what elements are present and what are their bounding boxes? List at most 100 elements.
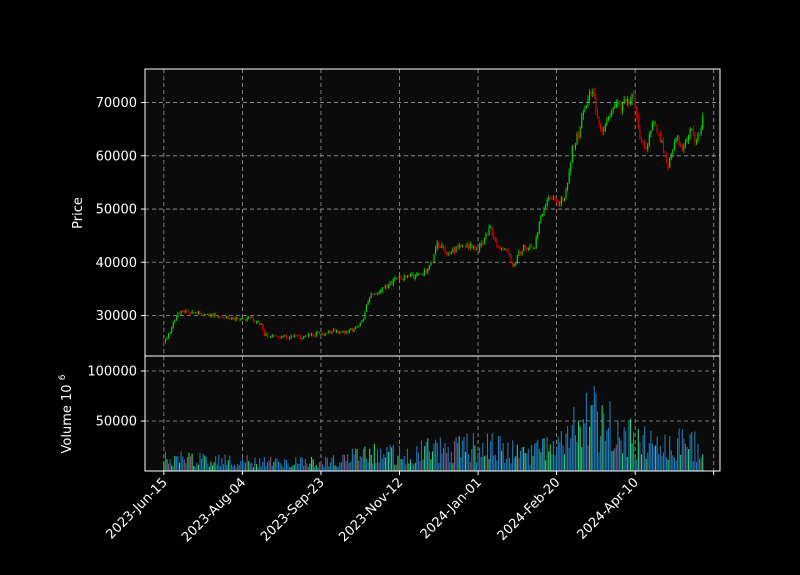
candle-body [375, 293, 377, 295]
volume-bar [691, 432, 693, 471]
volume-bar [488, 459, 490, 471]
volume-bar [281, 464, 283, 471]
candle-body [336, 330, 338, 332]
volume-bar [257, 467, 259, 471]
volume-bar [397, 455, 399, 471]
volume-bar [611, 451, 613, 471]
volume-bar [628, 420, 630, 471]
candle-body [254, 320, 256, 323]
candle-body [350, 328, 352, 330]
candle-body [284, 335, 286, 337]
volume-bar [675, 460, 677, 471]
candle-body [457, 246, 459, 248]
volume-bar [375, 462, 377, 471]
candle-body [659, 133, 661, 143]
candle-body [526, 248, 528, 250]
candle-body [430, 262, 432, 266]
volume-bar [452, 463, 454, 471]
candle-body [581, 116, 583, 129]
volume-bar [554, 455, 556, 471]
volume-bar [677, 438, 679, 471]
candle-body [179, 313, 181, 315]
candle-body [295, 335, 297, 337]
volume-bar [507, 442, 509, 471]
volume-bar [223, 464, 225, 471]
candle-body [260, 323, 262, 325]
volume-bar [669, 436, 671, 471]
volume-bar [244, 462, 247, 471]
volume-bar [329, 462, 331, 471]
volume-bar [367, 462, 369, 471]
volume-bar [284, 459, 286, 471]
volume-bar [464, 451, 467, 471]
volume-bar [230, 464, 232, 471]
volume-bar [194, 466, 196, 471]
volume-bar [259, 458, 261, 471]
candle-body [623, 99, 625, 103]
candle-body [461, 244, 463, 247]
candle-body [686, 140, 688, 142]
volume-bar [273, 461, 275, 471]
candle-body [287, 338, 289, 340]
candle-body [689, 129, 691, 136]
candle-body [226, 316, 228, 319]
candle-body [527, 247, 529, 250]
candles [163, 87, 704, 344]
volume-bar [573, 407, 575, 471]
candle-body [271, 334, 273, 337]
candle-body [563, 197, 566, 201]
candle-body [695, 141, 697, 143]
candle-body [201, 312, 203, 315]
volume-bar [201, 458, 203, 471]
candle-body [282, 336, 284, 337]
volume-bar [571, 424, 573, 471]
candle-body [320, 333, 322, 335]
price-y-tick-label: 40000 [96, 256, 137, 271]
candle-body [677, 136, 679, 139]
volume-bar [262, 461, 264, 471]
candle-body [488, 227, 490, 235]
candle-body [370, 293, 372, 298]
candle-body [400, 275, 402, 280]
candle-body [299, 335, 302, 339]
candle-body [601, 128, 603, 132]
candle-body [447, 252, 449, 255]
candle-body [174, 320, 176, 323]
candle-body [193, 311, 195, 313]
volume-bar [541, 438, 544, 471]
candle-body [273, 334, 275, 336]
volume-bar [697, 443, 699, 471]
volume-bar [177, 456, 179, 471]
volume-bar [644, 426, 646, 471]
volume-bar [309, 463, 311, 471]
volume-bar [358, 460, 360, 471]
volume-bar [486, 433, 489, 471]
volume-bar [233, 464, 236, 471]
candle-body [554, 198, 556, 201]
volume-bar [490, 441, 492, 471]
volume-bar [226, 464, 228, 471]
candle-body [538, 222, 540, 233]
volume-bar [175, 456, 177, 471]
volume-bar [370, 454, 372, 471]
volume-bar [633, 431, 635, 471]
volume-bar [680, 454, 682, 471]
candle-body [694, 133, 696, 142]
volume-bar [298, 463, 300, 471]
candle-body [507, 250, 509, 253]
candle-body [337, 330, 339, 333]
volume-bar [210, 461, 212, 471]
volume-bar [570, 438, 572, 471]
candle-body [628, 98, 630, 105]
volume-bar [168, 463, 170, 471]
candle-body [296, 335, 298, 337]
volume-bar [524, 452, 526, 471]
volume-bar [213, 462, 215, 471]
candle-body [620, 103, 622, 111]
candle-body [639, 127, 641, 138]
volume-bar [172, 466, 174, 471]
volume-bar [622, 453, 624, 471]
candle-body [235, 317, 237, 321]
candle-body [353, 328, 355, 332]
volume-bar [670, 450, 672, 471]
